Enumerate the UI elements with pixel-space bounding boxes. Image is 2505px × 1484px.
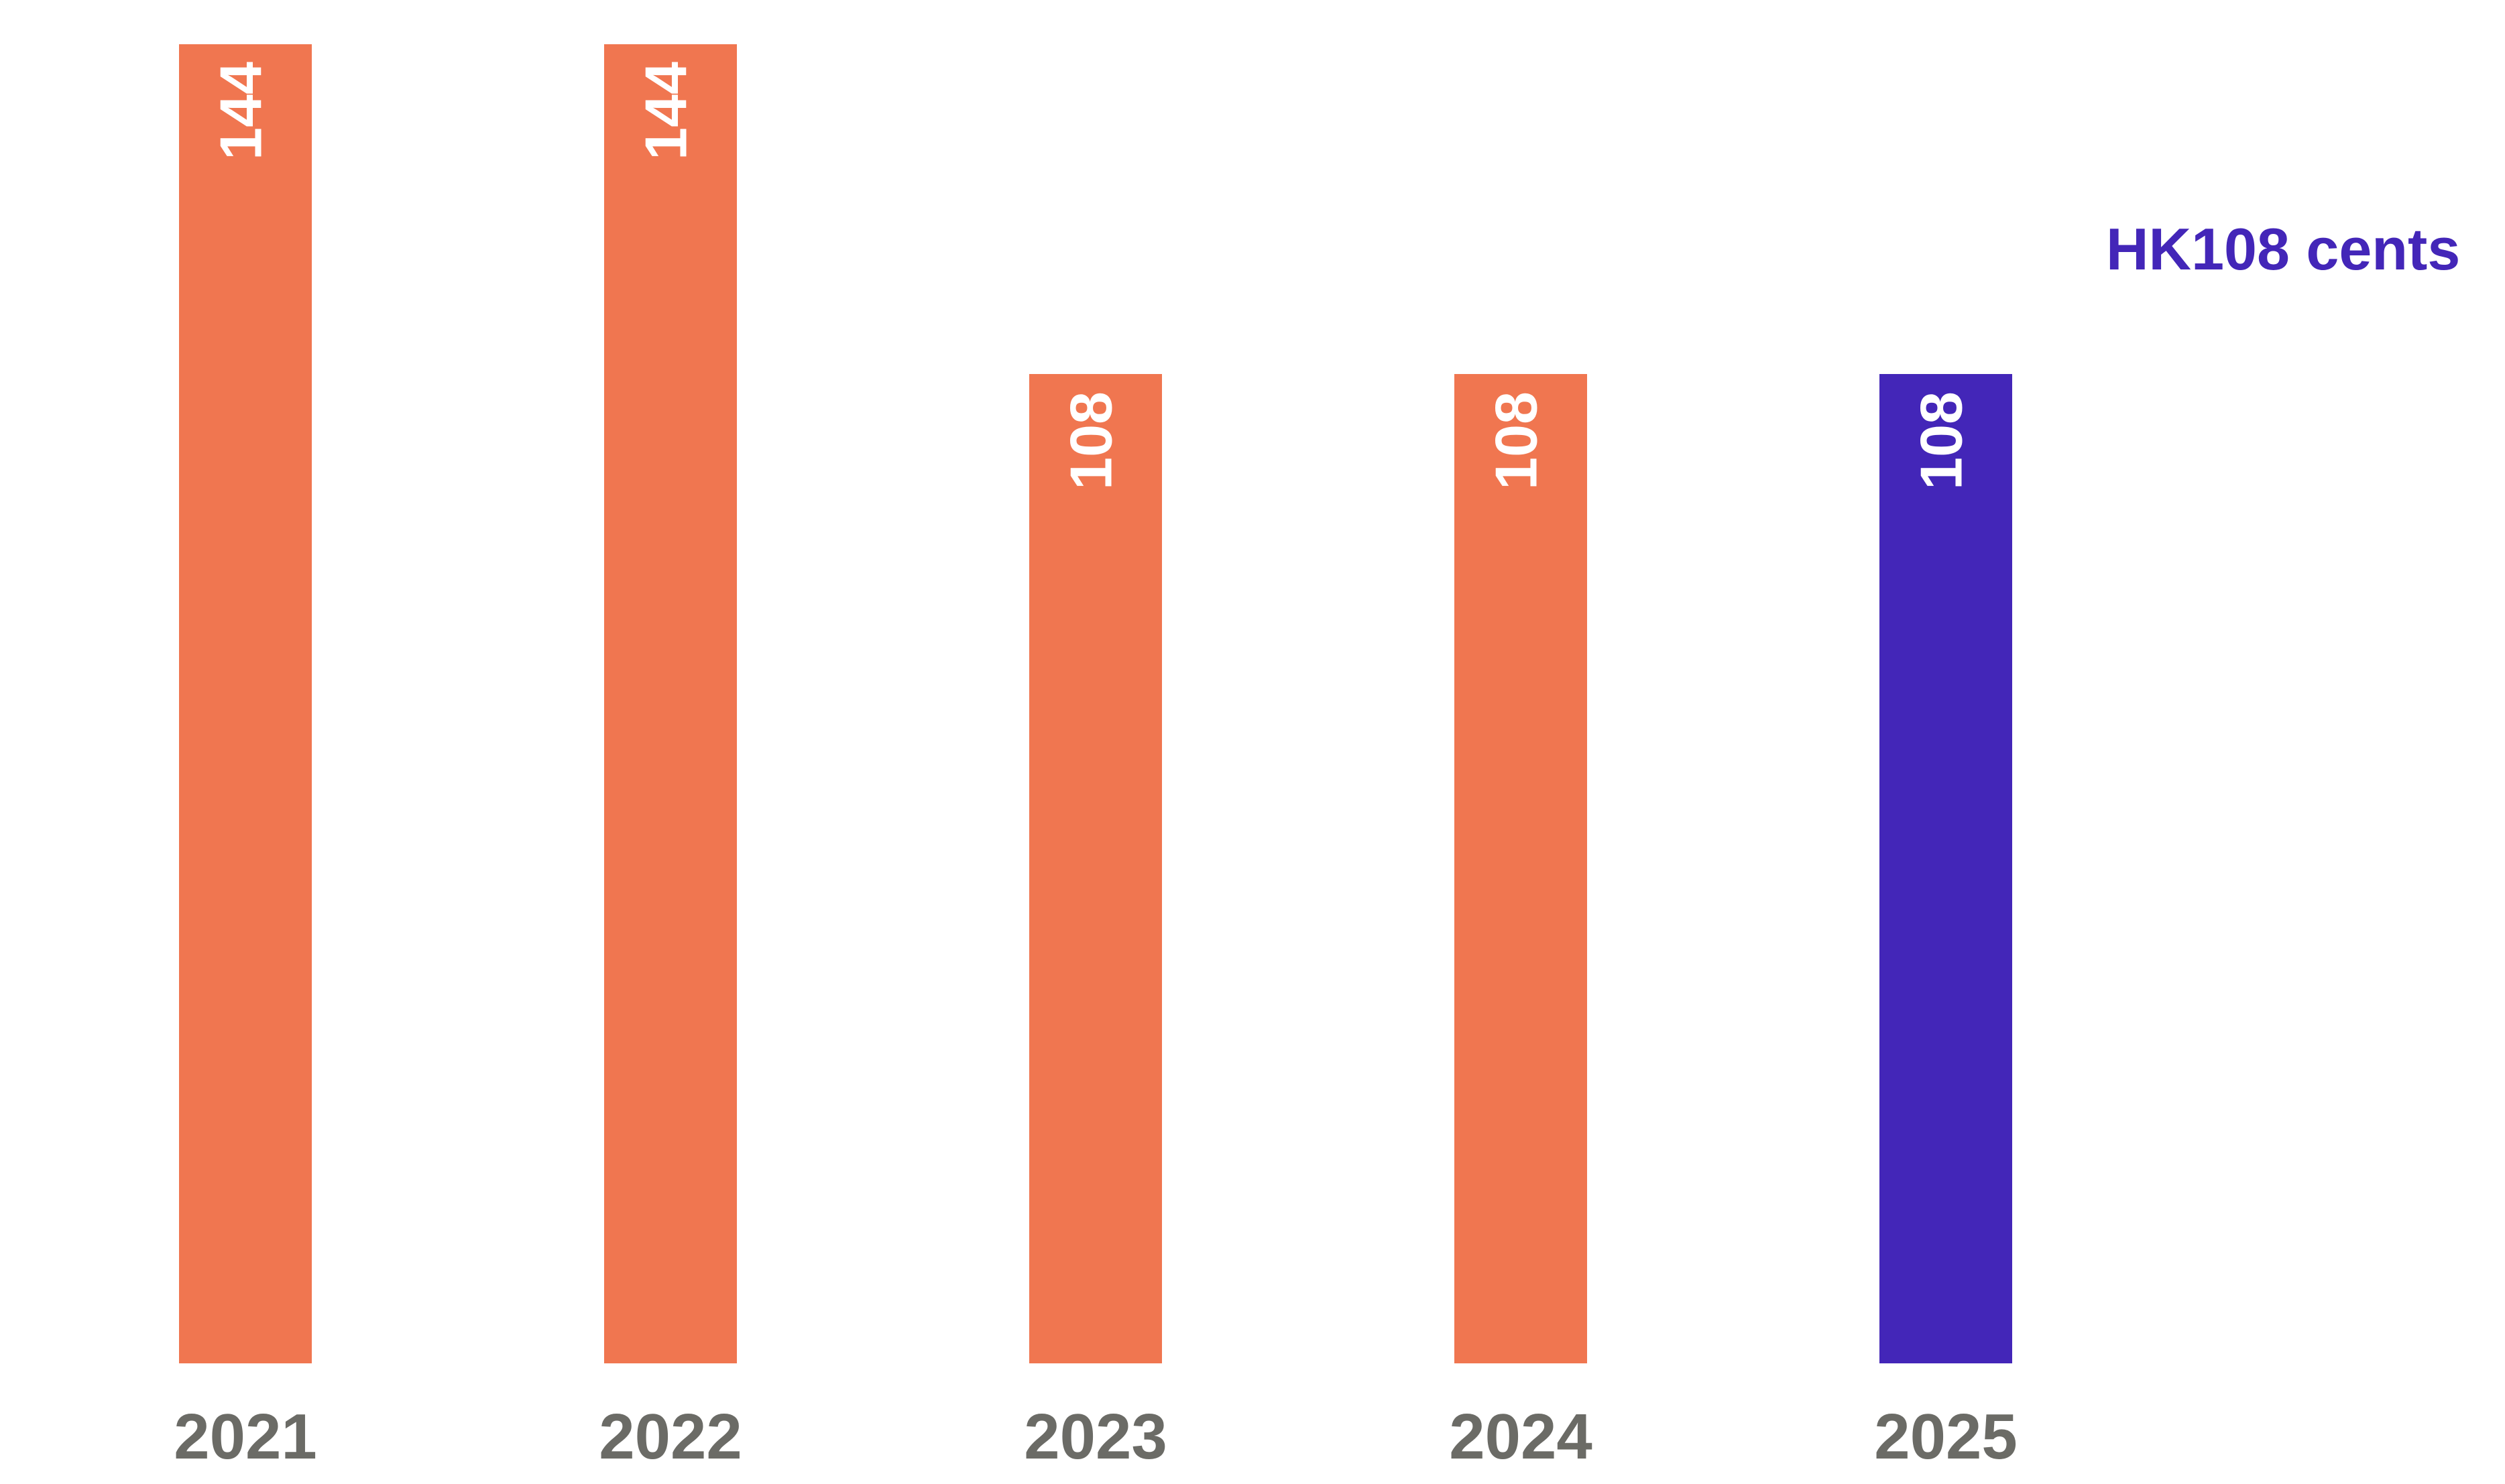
x-tick-label-2025: 2025 [1874,1401,2018,1473]
bar-2021 [179,44,312,1363]
bar-2024 [1454,374,1587,1363]
x-tick-labels-group: 2021 2022 2023 2024 2025 [174,1401,2018,1473]
annotation-label: HK108 cents [2106,216,2460,282]
bar-2025 [1879,374,2012,1363]
value-labels-group: 144 144 108 108 108 [207,62,1974,490]
x-tick-label-2023: 2023 [1024,1401,1167,1473]
value-label-2025: 108 [1908,391,1974,490]
x-tick-label-2024: 2024 [1449,1401,1592,1473]
x-tick-label-2022: 2022 [599,1401,742,1473]
value-label-2023: 108 [1057,391,1124,490]
value-label-2024: 108 [1482,391,1549,490]
value-label-2021: 144 [207,62,274,160]
value-label-2022: 144 [632,62,699,160]
bar-2022 [604,44,737,1363]
bars-group [179,44,2012,1363]
x-tick-label-2021: 2021 [174,1401,317,1473]
bar-2023 [1029,374,1162,1363]
